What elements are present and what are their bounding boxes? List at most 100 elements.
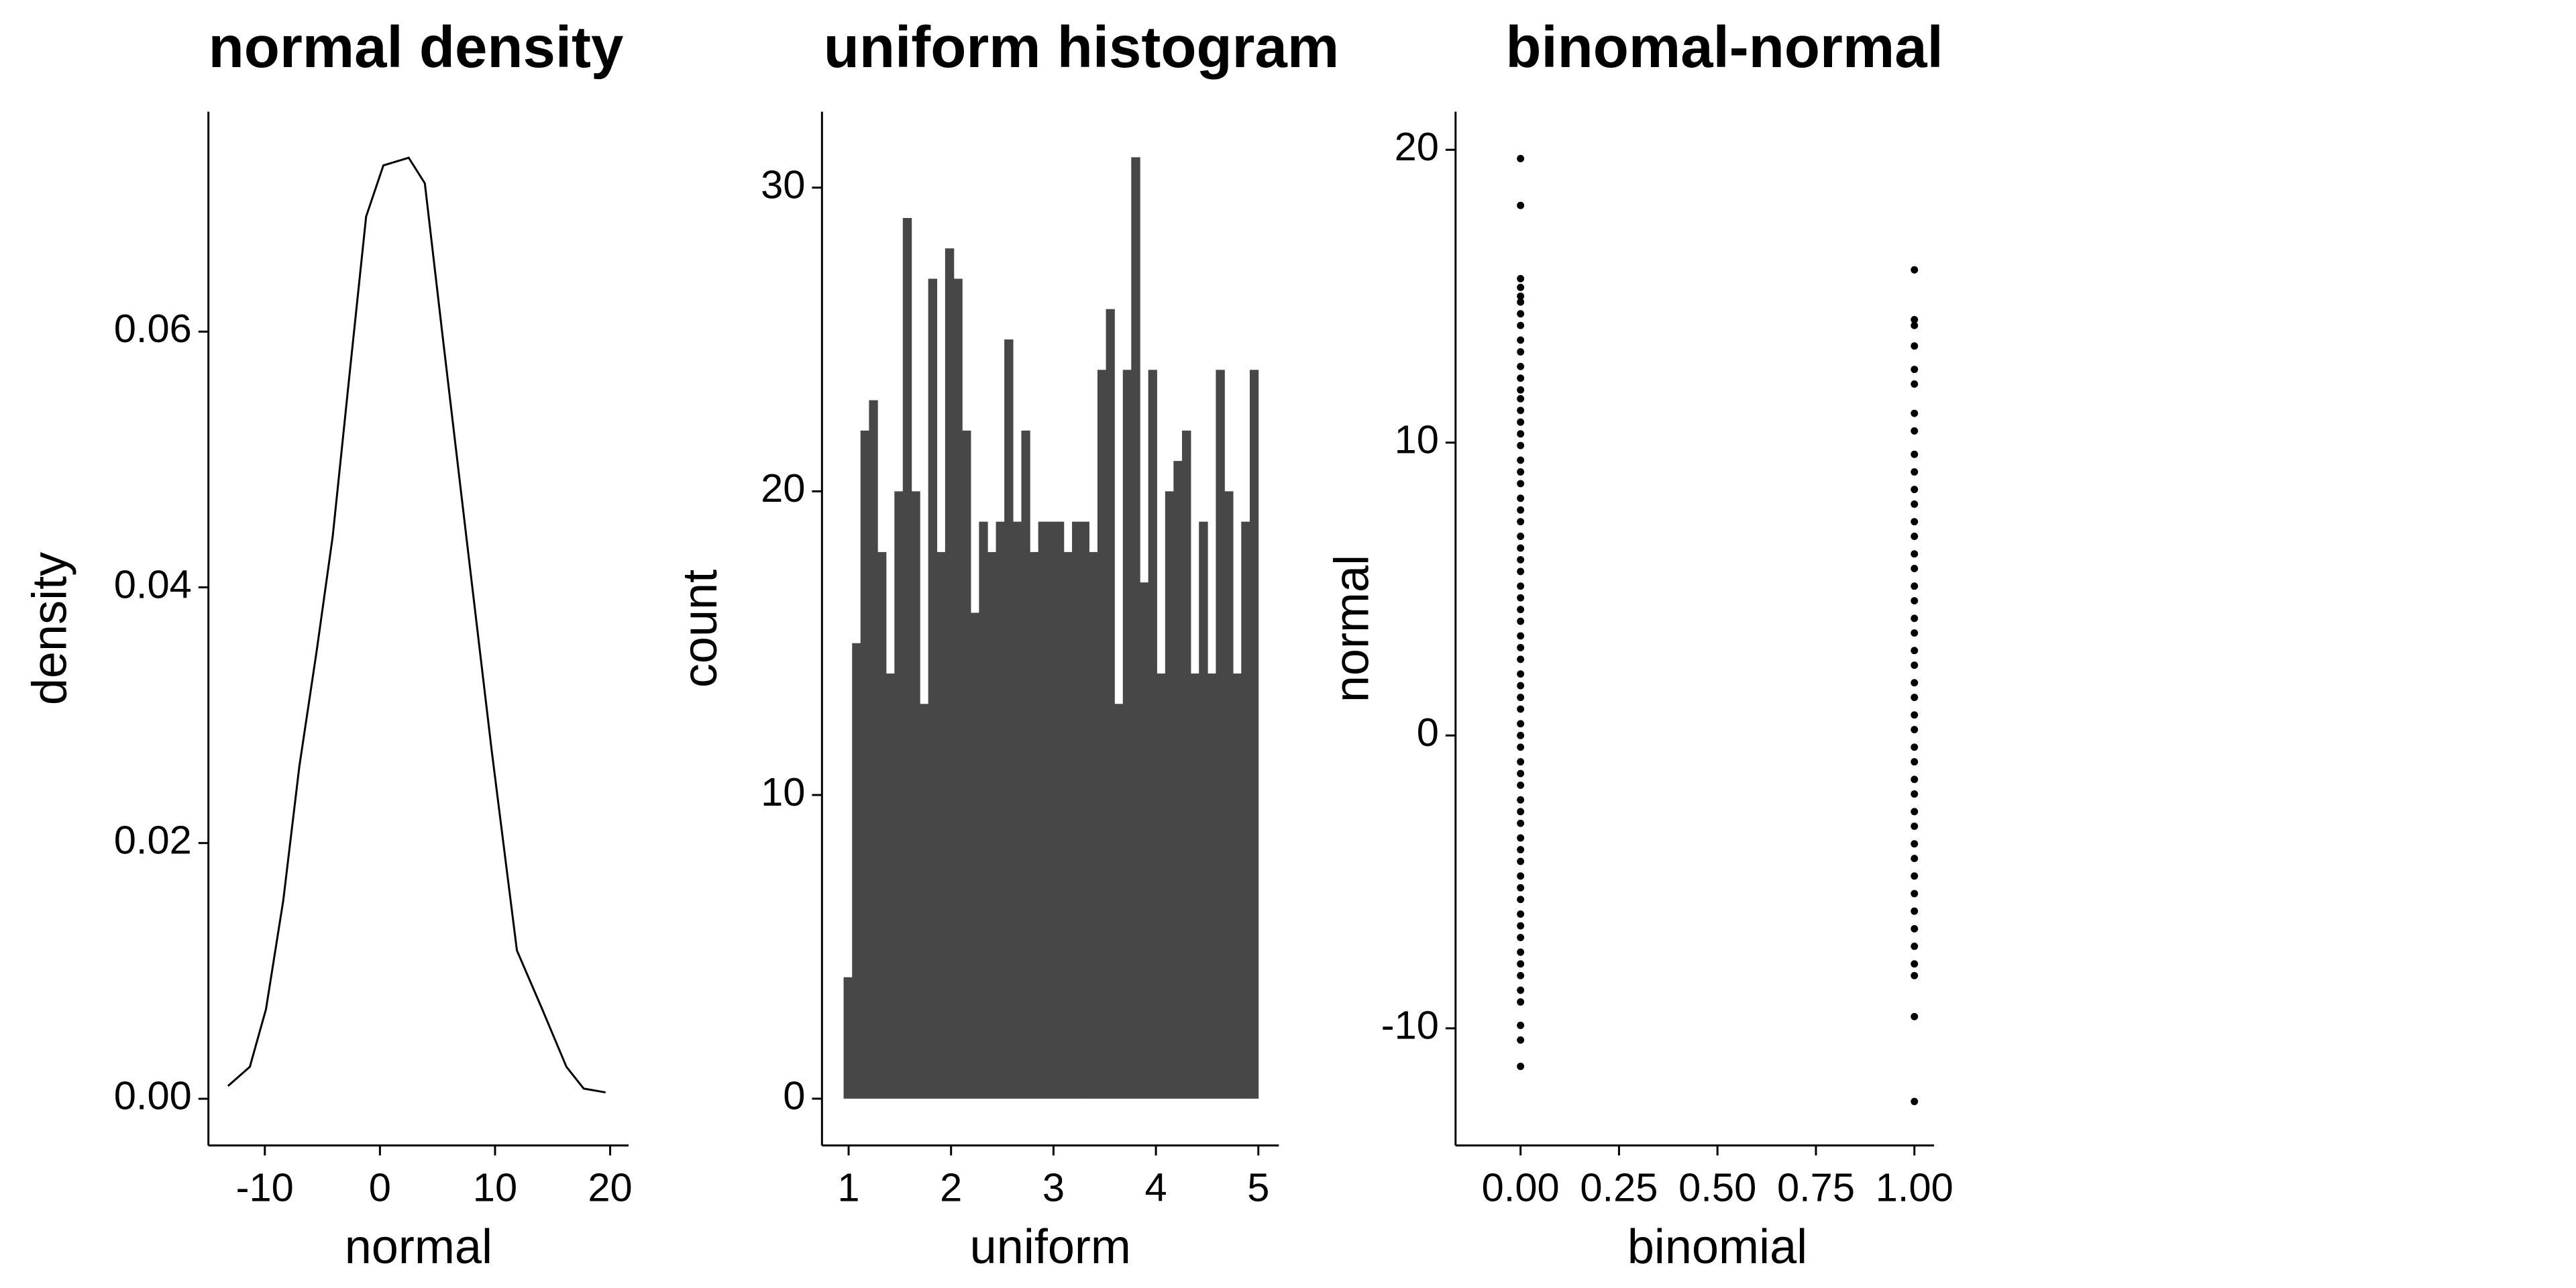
bar — [1165, 491, 1175, 1099]
point — [1911, 790, 1919, 798]
x-tick-label: 0 — [369, 1165, 391, 1210]
point — [1911, 518, 1919, 526]
bar — [945, 248, 955, 1099]
x-axis-title: uniform — [970, 1220, 1131, 1274]
bar — [1072, 521, 1081, 1099]
x-tick-label: 0.50 — [1678, 1165, 1756, 1210]
point — [1517, 846, 1525, 854]
chart-title: normal density — [209, 15, 624, 80]
y-tick-label: 20 — [761, 466, 805, 511]
point — [1517, 456, 1525, 464]
point — [1517, 298, 1525, 306]
x-tick-label: 4 — [1145, 1165, 1167, 1210]
bar — [1173, 461, 1183, 1099]
point — [1517, 1036, 1525, 1044]
bar — [928, 278, 938, 1099]
point — [1911, 614, 1919, 623]
x-tick-label: 2 — [940, 1165, 962, 1210]
point — [1517, 632, 1525, 640]
point — [1911, 890, 1919, 898]
point — [1517, 336, 1525, 344]
point — [1911, 743, 1919, 751]
point — [1517, 896, 1525, 904]
point — [1911, 694, 1919, 702]
point — [1911, 960, 1919, 968]
point — [1517, 201, 1525, 209]
point — [1517, 883, 1525, 892]
point — [1517, 441, 1525, 449]
bar — [1207, 674, 1217, 1099]
point — [1517, 533, 1525, 540]
point — [1517, 606, 1525, 614]
x-axis-title: normal — [345, 1220, 492, 1274]
point — [1911, 450, 1919, 458]
bar — [919, 704, 929, 1099]
point — [1517, 430, 1525, 438]
x-tick-label: 0.00 — [1482, 1165, 1560, 1210]
point — [1911, 500, 1919, 508]
point — [1517, 705, 1525, 713]
point — [1517, 910, 1525, 918]
y-tick-label: 0 — [1417, 710, 1439, 755]
bar — [953, 278, 963, 1099]
point — [1517, 468, 1525, 476]
point — [1517, 544, 1525, 552]
point — [1911, 1012, 1919, 1020]
point — [1911, 971, 1919, 979]
point — [1517, 310, 1525, 318]
point — [1911, 1097, 1919, 1106]
point — [1517, 348, 1525, 356]
bar — [1182, 430, 1191, 1099]
y-tick-label: 20 — [1395, 124, 1439, 169]
y-tick-label: 30 — [761, 162, 805, 207]
bar — [1089, 551, 1098, 1099]
point — [1517, 769, 1525, 777]
point — [1911, 907, 1919, 915]
point — [1911, 872, 1919, 880]
y-tick-label: 10 — [1395, 417, 1439, 462]
point — [1911, 775, 1919, 784]
bar — [877, 551, 887, 1099]
point — [1517, 321, 1525, 329]
point — [1911, 582, 1919, 590]
point — [1517, 394, 1525, 402]
y-tick-label: 0.00 — [114, 1073, 192, 1118]
point — [1517, 998, 1525, 1006]
point — [1911, 726, 1919, 734]
point — [1517, 960, 1525, 968]
bar — [996, 521, 1005, 1099]
point — [1517, 986, 1525, 994]
point — [1517, 643, 1525, 651]
bar — [1046, 521, 1056, 1099]
point — [1517, 796, 1525, 804]
y-axis-title: density — [23, 552, 77, 705]
point — [1517, 782, 1525, 790]
y-tick-label: 10 — [761, 769, 805, 814]
density-line — [227, 156, 606, 1093]
point — [1911, 647, 1919, 655]
bar — [1063, 551, 1073, 1099]
bar — [902, 217, 912, 1099]
point — [1911, 758, 1919, 766]
point — [1911, 486, 1919, 494]
point — [1517, 518, 1525, 526]
point — [1517, 582, 1525, 590]
point — [1517, 407, 1525, 415]
point — [1517, 808, 1525, 816]
point — [1911, 711, 1919, 719]
point — [1517, 617, 1525, 625]
bar — [1106, 309, 1115, 1099]
point — [1911, 321, 1919, 329]
point — [1517, 922, 1525, 930]
point — [1517, 555, 1525, 564]
point — [1517, 506, 1525, 514]
point — [1911, 679, 1919, 687]
point — [1911, 924, 1919, 932]
point — [1911, 661, 1919, 669]
x-tick-label: 3 — [1042, 1165, 1065, 1210]
point — [1517, 154, 1525, 162]
point — [1911, 342, 1919, 350]
point — [1911, 840, 1919, 848]
point — [1517, 374, 1525, 382]
